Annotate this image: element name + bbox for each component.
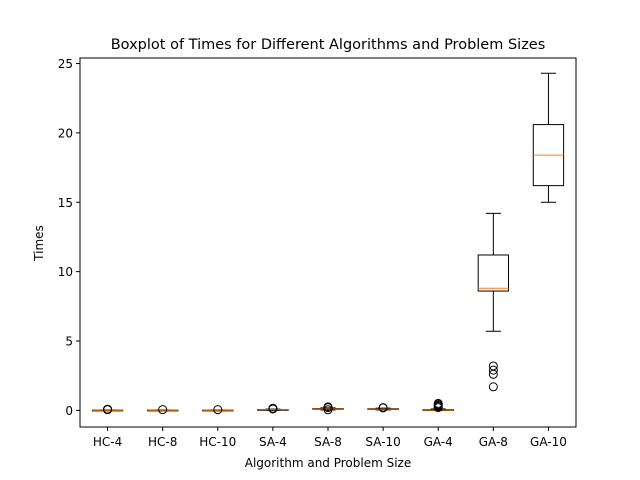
box-iqr (477, 254, 509, 292)
y-axis-title: Times (32, 225, 46, 262)
x-tick-label: HC-10 (199, 435, 236, 449)
x-tick-label: GA-10 (530, 435, 567, 449)
x-tick-label: HC-8 (148, 435, 177, 449)
outlier-point (323, 405, 333, 415)
outlier-point (103, 404, 113, 414)
y-tick-label: 5 (65, 334, 73, 348)
y-tick-label: 15 (58, 196, 73, 210)
x-tick-label: SA-10 (365, 435, 400, 449)
x-tick-label: HC-4 (93, 435, 122, 449)
outlier-point (433, 398, 443, 408)
x-tick-label: GA-4 (424, 435, 453, 449)
outlier-point (213, 405, 223, 415)
plot-area: 0 5 10 15 20 25 HC-4 HC-8 HC-10 SA-4 SA-8 SA-10 GA-4… (58, 57, 567, 449)
outlier-point (323, 402, 333, 412)
outlier-point (268, 403, 278, 413)
x-axis-title: Algorithm and Problem Size (245, 456, 411, 470)
y-tick-label: 0 (65, 404, 73, 418)
outlier-point (158, 405, 168, 415)
x-tick-label: SA-4 (259, 435, 287, 449)
outlier-point (488, 382, 498, 392)
y-tick-label: 10 (58, 265, 73, 279)
y-tick-label: 25 (58, 57, 73, 71)
chart-title: Boxplot of Times for Different Algorithm… (111, 37, 546, 53)
outlier-point (488, 365, 498, 375)
outlier-point (378, 403, 388, 413)
x-tick-label: SA-8 (314, 435, 342, 449)
x-tick-label: GA-8 (479, 435, 508, 449)
y-tick-label: 20 (58, 126, 73, 140)
axes-frame (79, 57, 577, 428)
outlier-point (488, 361, 498, 371)
